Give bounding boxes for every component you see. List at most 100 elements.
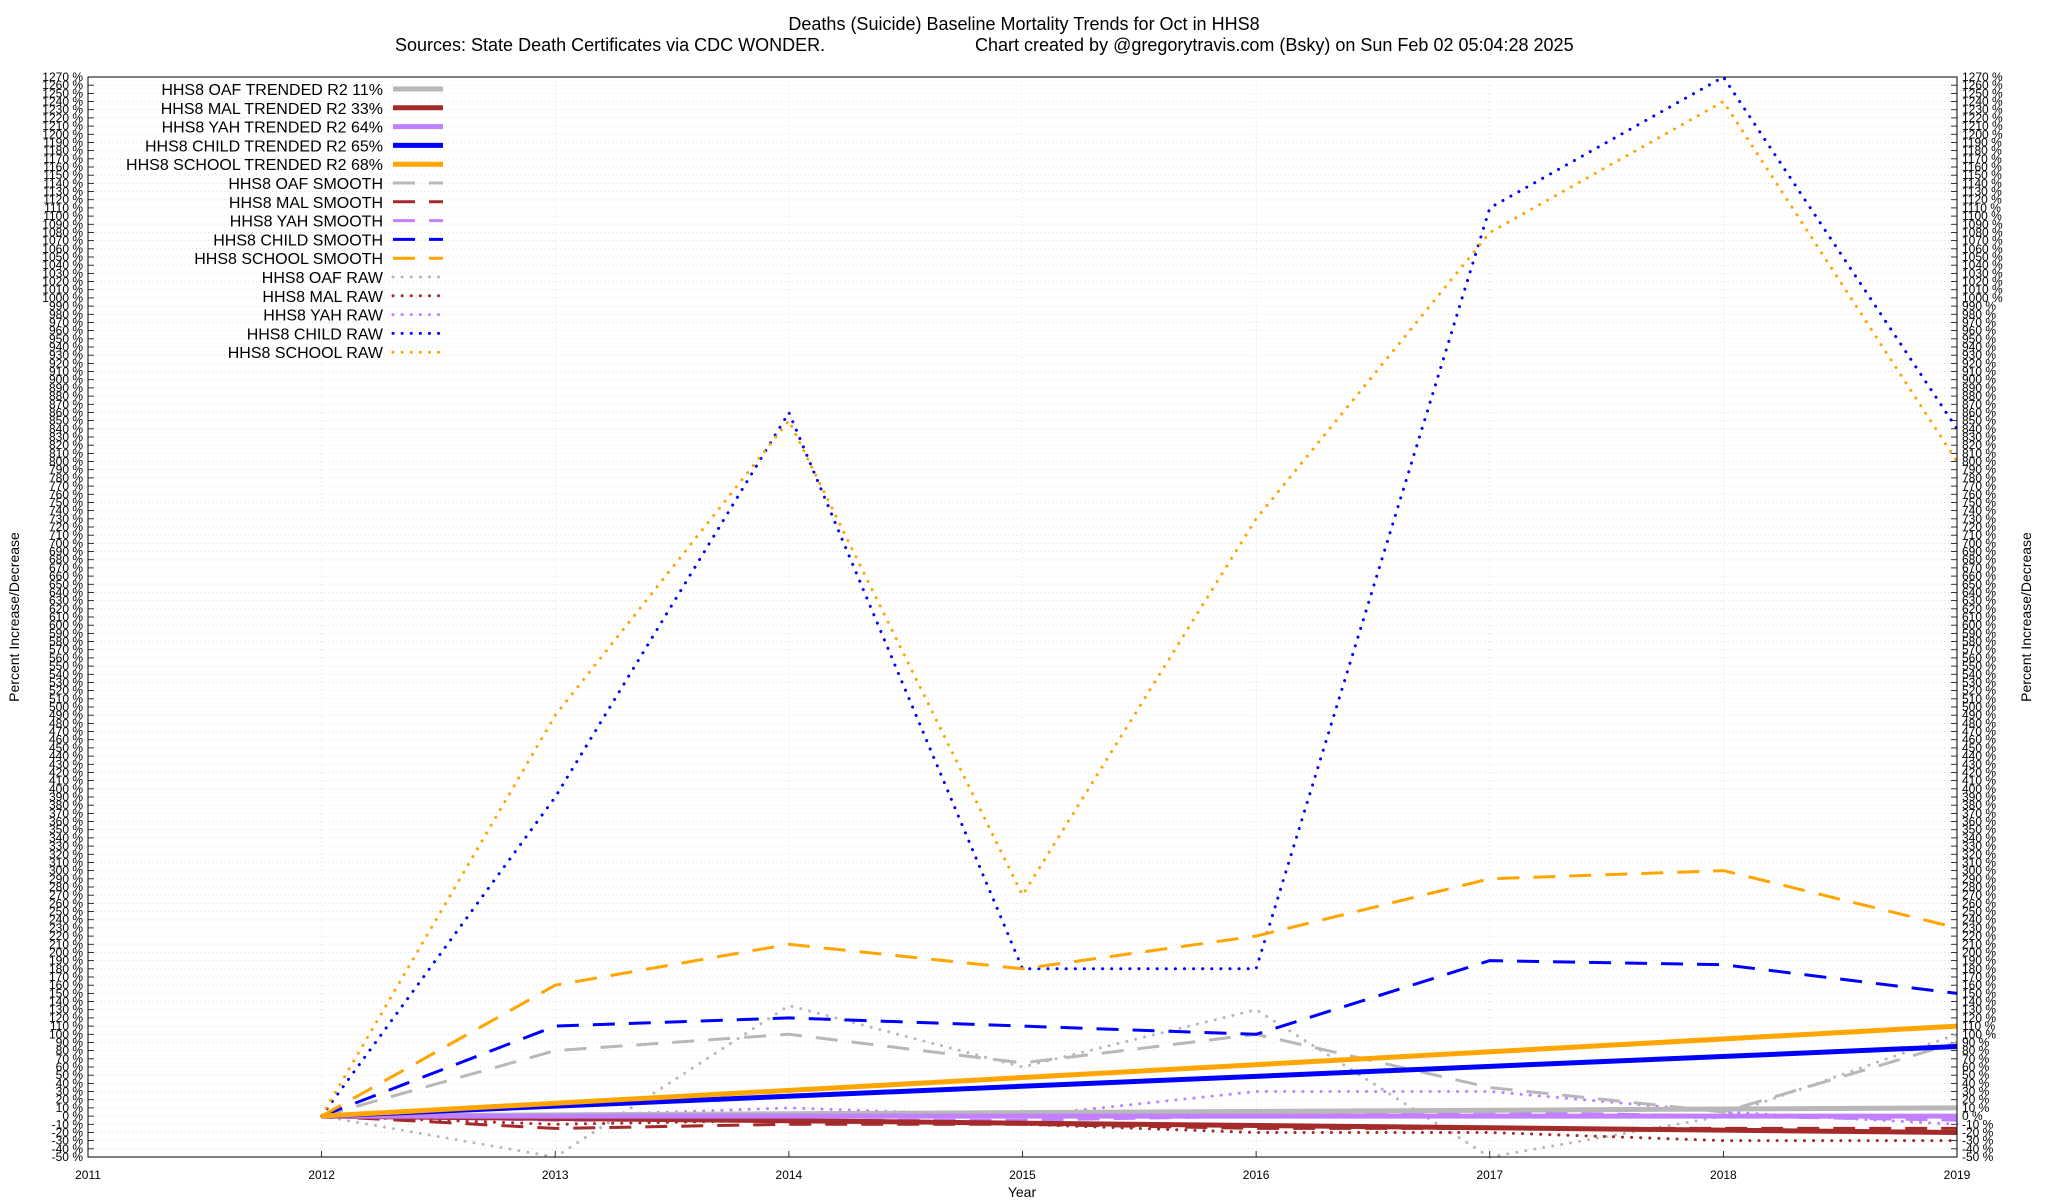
y2-tick-label: 1030 %: [1962, 266, 2003, 280]
y2-tick-label: 1180 %: [1962, 144, 2002, 158]
y2-tick-label: 1070 %: [1962, 234, 2003, 248]
y-tick-label: 390 %: [49, 790, 83, 804]
y-tick-label: 560 %: [49, 651, 83, 665]
y2-tick-label: 610 %: [1962, 610, 1996, 624]
y2-tick-label: 10 %: [1962, 1101, 1990, 1115]
y-tick-label: 1160 %: [43, 160, 83, 174]
y2-tick-label: 450 %: [1962, 741, 1996, 755]
y2-tick-label: 260 %: [1962, 896, 1996, 910]
x-tick-label: 2019: [1944, 1168, 1971, 1182]
y2-tick-label: 300 %: [1962, 864, 1996, 878]
y2-tick-label: 920 %: [1962, 356, 1996, 370]
y-tick-label: 1060 %: [42, 242, 83, 256]
y2-tick-label: 990 %: [1962, 299, 1996, 313]
series-line-8: [321, 959, 1958, 1118]
legend-label-12: HHS8 YAH RAW: [263, 308, 384, 325]
y-tick-label: 530 %: [49, 675, 83, 689]
y2-tick-label: -20 %: [1962, 1125, 1994, 1139]
y-tick-label: 310 %: [49, 855, 83, 869]
y2-tick-label: 960 %: [1962, 324, 1996, 338]
legend-label-0: HHS8 OAF TRENDED R2 11%: [161, 82, 383, 99]
y-tick-label: 500 %: [49, 700, 83, 714]
y-tick-label: 60 %: [56, 1060, 84, 1074]
y-tick-label: 550 %: [49, 659, 83, 673]
x-tick-label: 2017: [1476, 1168, 1503, 1182]
y-tick-label: -10 %: [52, 1117, 84, 1131]
y-tick-label: 1050 %: [42, 250, 83, 264]
y2-tick-label: 30 %: [1962, 1085, 1990, 1099]
y-tick-label: 640 %: [49, 585, 83, 599]
y-tick-label: 860 %: [49, 405, 83, 419]
y2-tick-label: 290 %: [1962, 872, 1996, 886]
y-tick-label: 250 %: [49, 905, 83, 919]
y-tick-label: 70 %: [56, 1052, 84, 1066]
y-tick-label: 1120 %: [43, 193, 83, 207]
y2-tick-label: 640 %: [1962, 585, 1996, 599]
y2-tick-label: 110 %: [1962, 1019, 1995, 1033]
y-tick-label: 1200 %: [42, 127, 83, 141]
y2-tick-label: 0 %: [1962, 1109, 1983, 1123]
y2-tick-label: 390 %: [1962, 790, 1996, 804]
y-tick-label: 1030 %: [42, 266, 83, 280]
y-tick-label: 470 %: [49, 725, 83, 739]
y2-tick-label: 1010 %: [1962, 283, 2003, 297]
y2-tick-label: 680 %: [1962, 553, 1996, 567]
y2-tick-label: 240 %: [1962, 913, 1996, 927]
y2-tick-label: 410 %: [1962, 774, 1996, 788]
y-tick-label: 1230 %: [42, 103, 83, 117]
y2-tick-label: 320 %: [1962, 847, 1996, 861]
y2-tick-label: 470 %: [1962, 725, 1996, 739]
y-tick-label: 1270 %: [42, 70, 83, 84]
y2-tick-label: 180 %: [1962, 962, 1996, 976]
y-tick-label: 1250 %: [42, 86, 83, 100]
legend-label-10: HHS8 OAF RAW: [262, 270, 384, 287]
y2-tick-label: 770 %: [1962, 479, 1996, 493]
y2-tick-label: 650 %: [1962, 577, 1996, 591]
y2-tick-label: 880 %: [1962, 389, 1996, 403]
y2-tick-label: 600 %: [1962, 618, 1996, 632]
x-tick-label: 2014: [776, 1168, 803, 1182]
y-tick-label: 10 %: [56, 1101, 84, 1115]
y-tick-label: 870 %: [49, 397, 83, 411]
y2-tick-label: 380 %: [1962, 798, 1996, 812]
y2-tick-label: 1140 %: [1962, 176, 2002, 190]
y2-tick-label: 350 %: [1962, 823, 1996, 837]
y-tick-label: 760 %: [49, 487, 83, 501]
y2-tick-label: 440 %: [1962, 749, 1996, 763]
x-tick-label: 2015: [1009, 1168, 1036, 1182]
y-tick-label: 700 %: [49, 536, 83, 550]
series-line-9: [320, 869, 1958, 1118]
y-tick-label: 130 %: [49, 1003, 83, 1017]
y-tick-label: 730 %: [49, 512, 83, 526]
y-tick-label: 830 %: [49, 430, 83, 444]
chart-subtitle-right: Chart created by @gregorytravis.com (Bsk…: [975, 35, 1574, 55]
y2-tick-label: 700 %: [1962, 536, 1996, 550]
y-tick-label: 440 %: [49, 749, 83, 763]
y2-tick-label: 60 %: [1962, 1060, 1990, 1074]
y2-tick-label: 790 %: [1962, 463, 1996, 477]
y2-tick-label: 150 %: [1962, 986, 1996, 1000]
series-line-14: [320, 100, 1959, 1118]
y2-tick-label: 1200 %: [1962, 127, 2003, 141]
y2-tick-label: 1130 %: [1962, 185, 2002, 199]
y2-tick-label: 80 %: [1962, 1044, 1990, 1058]
y-tick-label: 980 %: [49, 307, 83, 321]
legend-label-2: HHS8 YAH TRENDED R2 64%: [162, 120, 383, 137]
legend: HHS8 OAF TRENDED R2 11% HHS8 MAL TRENDED …: [126, 82, 445, 362]
y2-tick-label: 980 %: [1962, 307, 1996, 321]
y-tick-label: 800 %: [49, 455, 83, 469]
y2-tick-label: 1230 %: [1962, 103, 2003, 117]
y-tick-label: 100 %: [49, 1027, 83, 1041]
y2-tick-label: 1220 %: [1962, 111, 2003, 125]
y-tick-label: 0 %: [62, 1109, 83, 1123]
y-tick-label: 910 %: [49, 365, 83, 379]
y-tick-label: 200 %: [49, 945, 83, 959]
y-tick-label: 620 %: [49, 602, 83, 616]
y2-tick-label: 660 %: [1962, 569, 1996, 583]
x-tick-label: 2011: [75, 1168, 101, 1182]
y-tick-label: 220 %: [49, 929, 83, 943]
y-axis-label: Percent Increase/Decrease: [6, 532, 22, 702]
y2-tick-label: 280 %: [1962, 880, 1996, 894]
y-tick-label: 1210 %: [42, 119, 83, 133]
y-tick-label: 150 %: [49, 986, 83, 1000]
